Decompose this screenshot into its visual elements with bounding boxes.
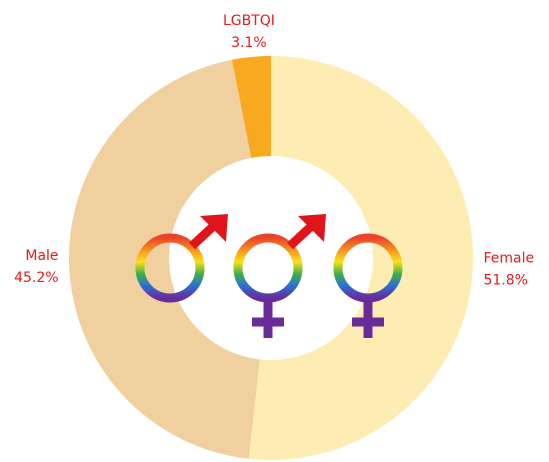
slice-label: LGBTQI [223, 13, 275, 29]
slice-value-label: 3.1% [231, 35, 267, 51]
icon-arrow-head [200, 214, 228, 242]
slice [248, 56, 474, 460]
icon-male-circle [135, 233, 205, 303]
slice-value-label: 51.8% [484, 273, 528, 289]
slice-label: Female [484, 251, 535, 267]
slice [69, 59, 260, 459]
slice [231, 56, 271, 158]
slice-label: Male [25, 248, 58, 264]
slice-value-label: 45.2% [14, 270, 58, 286]
gender-icons [135, 214, 403, 338]
slices [69, 56, 474, 460]
icon-arrow-head [298, 214, 326, 242]
icon-female-circle [333, 233, 403, 303]
icon-both-circle [233, 233, 303, 303]
